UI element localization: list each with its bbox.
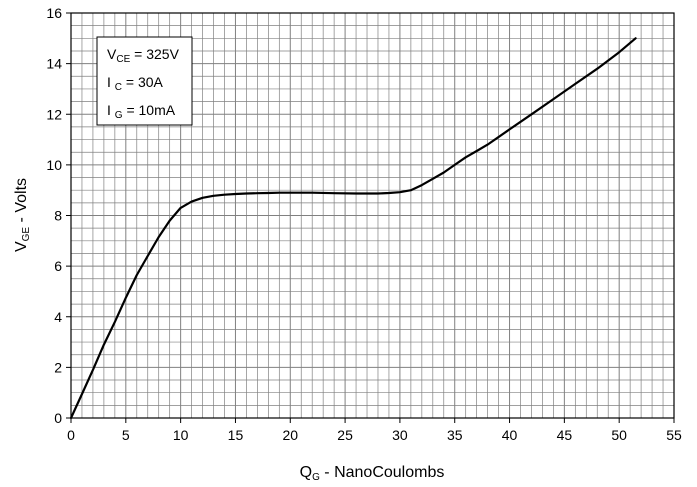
conditions-box-frame bbox=[96, 36, 193, 126]
x-tick-label: 40 bbox=[502, 427, 518, 443]
y-tick-label: 8 bbox=[54, 208, 62, 224]
condition-vce: VCE = 325V bbox=[107, 46, 180, 65]
x-tick-label: 30 bbox=[392, 427, 408, 443]
x-tick-label: 20 bbox=[282, 427, 298, 443]
y-tick-label: 2 bbox=[54, 359, 62, 375]
x-tick-label: 10 bbox=[173, 427, 189, 443]
y-tick-label: 0 bbox=[54, 410, 62, 426]
x-tick-label: 5 bbox=[122, 427, 130, 443]
condition-ig: I G = 10mA bbox=[107, 102, 176, 121]
y-tick-label: 10 bbox=[46, 157, 62, 173]
x-tick-labels: 0 5 10 15 20 25 30 35 40 45 50 55 bbox=[67, 418, 682, 443]
conditions-box: VCE = 325V I C = 30A I G = 10mA bbox=[96, 36, 193, 126]
x-tick-label: 50 bbox=[611, 427, 627, 443]
x-tick-label: 35 bbox=[447, 427, 463, 443]
y-tick-label: 12 bbox=[46, 106, 62, 122]
series-layer bbox=[69, 37, 637, 420]
x-tick-label: 0 bbox=[67, 427, 75, 443]
gate-charge-curve bbox=[69, 37, 637, 420]
y-tick-labels: 0 2 4 6 8 10 12 14 16 bbox=[46, 5, 71, 426]
x-tick-label: 55 bbox=[666, 427, 682, 443]
y-tick-label: 4 bbox=[54, 309, 62, 325]
y-tick-label: 16 bbox=[46, 5, 62, 21]
y-tick-label: 14 bbox=[46, 56, 62, 72]
y-axis-label: VGE - Volts bbox=[13, 178, 32, 252]
x-tick-label: 45 bbox=[557, 427, 573, 443]
x-tick-label: 25 bbox=[337, 427, 353, 443]
y-tick-label: 6 bbox=[54, 258, 62, 274]
x-tick-label: 15 bbox=[228, 427, 244, 443]
x-axis-label: QG - NanoCoulombs bbox=[300, 464, 445, 483]
condition-ic: I C = 30A bbox=[107, 74, 164, 93]
